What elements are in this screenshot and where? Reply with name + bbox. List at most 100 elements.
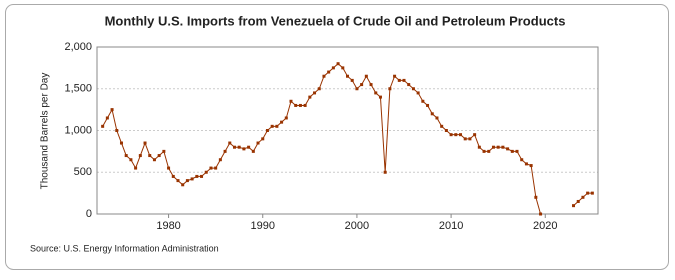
data-point [510, 149, 514, 153]
y-tick-label: 1,500 [64, 83, 92, 95]
data-point [232, 145, 236, 149]
data-point [393, 74, 397, 78]
y-tick-label: 1,000 [64, 124, 92, 136]
data-point [247, 145, 251, 149]
data-point [105, 116, 109, 120]
data-point [369, 83, 373, 87]
x-tick-label: 1980 [156, 220, 180, 232]
data-point [270, 124, 274, 128]
data-point [322, 74, 326, 78]
data-point [426, 103, 430, 107]
data-point [590, 191, 594, 195]
x-tick-label: 2010 [439, 220, 463, 232]
data-point [539, 212, 543, 216]
data-point [468, 137, 472, 141]
data-point [430, 112, 434, 116]
data-point [581, 195, 585, 199]
data-point [124, 154, 128, 158]
x-tick-label: 1990 [251, 220, 275, 232]
data-line [102, 63, 593, 215]
data-point [459, 133, 463, 137]
data-point [463, 137, 467, 141]
data-point [576, 199, 580, 203]
data-point [298, 103, 302, 107]
data-point [181, 183, 185, 187]
data-point [317, 87, 321, 91]
data-point [289, 99, 293, 103]
data-point [209, 166, 213, 170]
data-point [284, 116, 288, 120]
data-point [148, 154, 152, 158]
data-point [308, 95, 312, 99]
data-point [214, 166, 218, 170]
data-point [524, 162, 528, 166]
data-point [275, 124, 279, 128]
data-point [534, 195, 538, 199]
data-point [346, 74, 349, 78]
data-point [129, 158, 133, 162]
data-point [520, 158, 524, 162]
data-point [265, 129, 269, 132]
data-point [435, 116, 439, 120]
data-point [421, 99, 425, 103]
data-point [360, 83, 364, 87]
data-point [487, 149, 491, 153]
data-point [218, 158, 222, 162]
data-point [204, 170, 208, 174]
data-point [176, 179, 180, 183]
x-tick-label: 2020 [533, 220, 557, 232]
data-point [515, 149, 519, 153]
data-point [110, 108, 114, 112]
data-point [454, 133, 458, 137]
data-point [496, 145, 500, 149]
data-point [294, 103, 298, 107]
data-point [115, 129, 119, 132]
data-point [449, 133, 453, 137]
y-tick-label: 500 [74, 166, 92, 178]
data-point [327, 70, 331, 74]
y-axis-label: Thousand Barrels per Day [40, 73, 51, 190]
data-point [501, 145, 505, 149]
data-point [313, 91, 317, 95]
data-point [237, 145, 241, 149]
data-point [444, 129, 448, 132]
data-point [280, 120, 284, 124]
data-point [374, 91, 378, 95]
source: Source: U.S. Energy Information Administ… [30, 243, 219, 253]
data-point [364, 74, 368, 78]
data-point [228, 141, 232, 145]
data-point [143, 141, 147, 145]
data-point [482, 149, 486, 153]
data-point [162, 149, 166, 153]
data-point [134, 166, 138, 170]
data-point [529, 164, 533, 168]
data-point [138, 154, 142, 158]
data-point [440, 124, 444, 128]
data-point [506, 147, 510, 151]
data-point [303, 103, 307, 107]
x-tick-label: 2000 [345, 220, 369, 232]
data-point [261, 137, 265, 141]
y-tick-label: 2,000 [64, 41, 92, 53]
data-point [336, 62, 340, 66]
plot-area [96, 46, 599, 215]
data-point [341, 66, 345, 70]
chart-title: Monthly U.S. Imports from Venezuela of C… [105, 13, 566, 28]
data-point [388, 87, 392, 91]
data-point [195, 174, 199, 178]
data-point [331, 66, 335, 70]
data-point [152, 158, 156, 162]
data-point [378, 95, 382, 99]
data-point [251, 149, 255, 153]
data-point [383, 170, 387, 174]
data-point [411, 87, 415, 91]
data-point [491, 145, 495, 149]
data-point [407, 83, 411, 87]
data-point [397, 78, 401, 82]
data-point [185, 179, 189, 183]
data-point [242, 147, 246, 151]
data-point [200, 174, 204, 178]
data-point [586, 191, 590, 195]
data-point [171, 174, 175, 178]
